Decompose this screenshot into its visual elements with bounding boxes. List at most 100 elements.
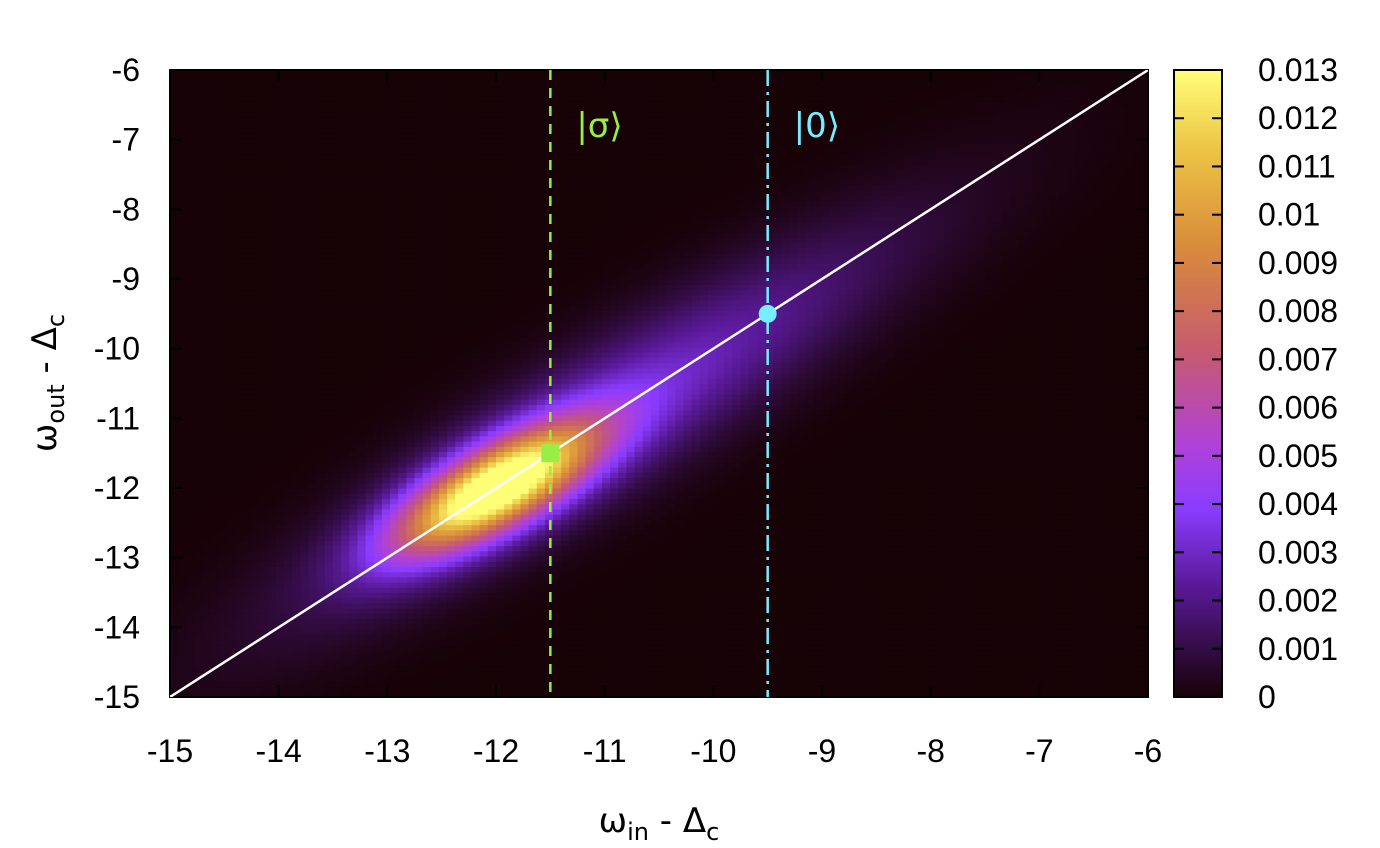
heatmap-cell xyxy=(194,111,204,118)
heatmap-cell xyxy=(300,216,310,223)
heatmap-cell xyxy=(365,399,375,405)
heatmap-cell xyxy=(496,190,505,196)
heatmap-cell xyxy=(333,592,342,599)
heatmap-cell xyxy=(210,425,220,432)
heatmap-cell xyxy=(496,279,505,285)
heatmap-cell xyxy=(365,592,375,599)
heatmap-cell xyxy=(365,676,375,682)
heatmap-cell xyxy=(194,80,204,87)
heatmap-cell xyxy=(243,231,253,238)
heatmap-cell xyxy=(463,111,473,118)
heatmap-cell xyxy=(447,143,456,149)
heatmap-cell xyxy=(186,566,196,573)
heatmap-cell xyxy=(365,378,375,385)
heatmap-cell xyxy=(292,571,301,578)
heatmap-cell xyxy=(275,399,285,405)
heatmap-cell xyxy=(447,420,456,426)
heatmap-cell xyxy=(235,75,244,82)
heatmap-cell xyxy=(455,346,464,353)
heatmap-cell xyxy=(381,629,391,635)
heatmap-cell xyxy=(365,535,375,541)
heatmap-cell xyxy=(186,451,196,458)
heatmap-cell xyxy=(496,284,505,291)
heatmap-cell xyxy=(479,623,489,630)
heatmap-cell xyxy=(300,90,310,97)
heatmap-cell xyxy=(275,467,285,473)
heatmap-cell xyxy=(406,273,416,280)
heatmap-cell xyxy=(178,655,187,662)
heatmap-cell xyxy=(275,299,285,306)
heatmap-cell xyxy=(275,482,285,489)
heatmap-cell xyxy=(292,158,301,165)
heatmap-cell xyxy=(210,252,220,259)
heatmap-cell xyxy=(275,184,285,191)
heatmap-cell xyxy=(496,519,505,526)
heatmap-cell xyxy=(251,561,261,567)
heatmap-cell xyxy=(218,336,228,343)
heatmap-cell xyxy=(275,341,285,348)
heatmap-cell xyxy=(341,613,350,620)
heatmap-cell xyxy=(235,566,244,573)
heatmap-cell xyxy=(479,80,489,87)
heatmap-cell xyxy=(292,211,301,217)
heatmap-cell xyxy=(487,660,497,667)
heatmap-cell xyxy=(251,618,261,625)
heatmap-cell xyxy=(414,184,424,191)
heatmap-cell xyxy=(308,597,318,604)
heatmap-cell xyxy=(308,221,318,228)
heatmap-cell xyxy=(275,153,285,160)
heatmap-cell xyxy=(381,482,391,489)
heatmap-cell xyxy=(333,80,342,87)
heatmap-cell xyxy=(267,205,277,212)
heatmap-cell xyxy=(218,132,228,139)
heatmap-cell xyxy=(438,85,448,92)
heatmap-cell xyxy=(487,80,497,87)
heatmap-cell xyxy=(463,529,473,536)
heatmap-cell xyxy=(259,555,269,562)
heatmap-cell xyxy=(170,237,179,244)
heatmap-cell xyxy=(284,258,293,264)
heatmap-cell xyxy=(284,655,293,662)
heatmap-cell xyxy=(333,373,342,379)
heatmap-cell xyxy=(455,649,464,656)
heatmap-cell xyxy=(186,550,196,557)
heatmap-cell xyxy=(333,263,342,270)
heatmap-cell xyxy=(267,404,277,411)
heatmap-cell xyxy=(275,195,285,202)
heatmap-cell xyxy=(210,383,220,390)
heatmap-cell xyxy=(496,571,505,578)
heatmap-cell xyxy=(235,70,244,76)
heatmap-cell xyxy=(186,221,196,228)
heatmap-cell xyxy=(504,310,513,317)
heatmap-cell xyxy=(398,184,407,191)
heatmap-cell xyxy=(218,200,228,207)
heatmap-cell xyxy=(194,96,204,102)
heatmap-cell xyxy=(333,414,342,421)
heatmap-cell xyxy=(447,545,456,552)
heatmap-cell xyxy=(357,111,367,118)
heatmap-cell xyxy=(292,231,301,238)
heatmap-cell xyxy=(210,686,220,693)
heatmap-cell xyxy=(251,670,261,677)
heatmap-cell xyxy=(438,184,448,191)
heatmap-cell xyxy=(365,414,375,421)
heatmap-cell xyxy=(398,247,407,254)
heatmap-cell xyxy=(235,498,244,505)
heatmap-cell xyxy=(471,216,481,223)
heatmap-cell xyxy=(373,670,383,677)
heatmap-cell xyxy=(496,467,505,473)
heatmap-cell xyxy=(430,576,440,583)
heatmap-cell xyxy=(479,420,489,426)
heatmap-cell xyxy=(390,137,399,144)
heatmap-cell xyxy=(479,388,489,395)
heatmap-cell xyxy=(438,665,448,672)
heatmap-cell xyxy=(227,247,236,254)
heatmap-cell xyxy=(333,472,342,479)
heatmap-cell xyxy=(487,404,497,411)
heatmap-cell xyxy=(496,90,505,97)
heatmap-cell xyxy=(267,258,277,264)
heatmap-cell xyxy=(365,425,375,432)
heatmap-cell xyxy=(202,597,212,604)
heatmap-cell xyxy=(251,211,261,217)
heatmap-cell xyxy=(259,258,269,264)
